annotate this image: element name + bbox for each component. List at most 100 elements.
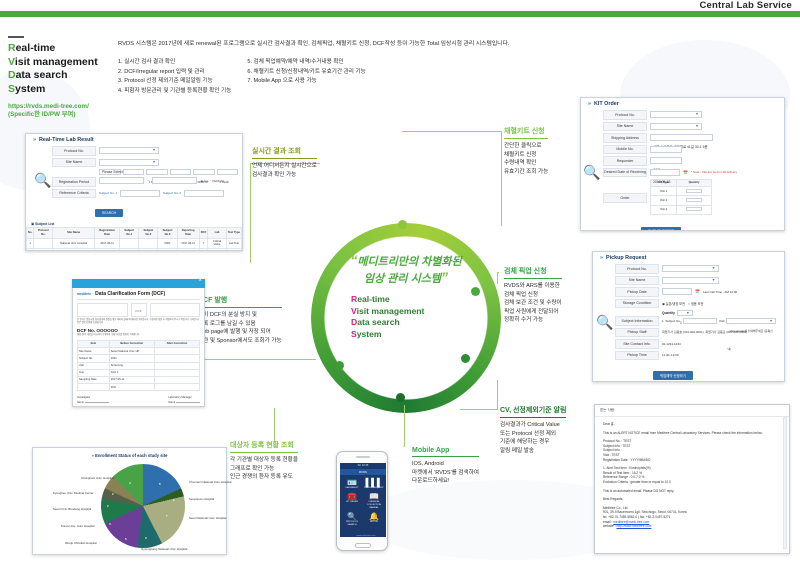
subject-list-text: Subject List <box>35 222 55 226</box>
kit-qty-cell[interactable] <box>676 195 712 206</box>
search-icon: 🔍 <box>347 512 357 521</box>
pie-value: 3 <box>145 536 147 540</box>
pickup-protocol-select[interactable] <box>662 265 719 273</box>
phone-screen[interactable]: SK 10:35 RVDS 🪪 LAB RESULT ▌▌▌ PICKUP REQU… <box>340 463 386 537</box>
storage-radio-2[interactable]: ○ 냉동 보관 <box>688 301 704 306</box>
email-result-line: Exclusion Criteria : greater than or equ… <box>603 479 671 484</box>
period-chip[interactable]: 1 WEEK <box>122 169 144 184</box>
table-row[interactable]: Visit Screening <box>77 361 201 370</box>
enrollment-chart-screenshot[interactable]: Enrollment Status of each study site Cho… <box>32 447 231 555</box>
table-row[interactable]: DCF <box>77 383 201 392</box>
kit-address-input[interactable]: 서울시 서초구 바우뫼로 41길 30-1 5층 <box>650 134 713 149</box>
lab-search-button[interactable]: SEARCH <box>95 209 124 217</box>
lab-field-site[interactable]: Site Name Please Select <box>48 157 242 174</box>
criteria-input-1[interactable] <box>120 189 161 197</box>
dcf-after-input[interactable] <box>153 375 201 385</box>
phone-app-protocol-search[interactable]: 🔍 PROTOCOL SEARCH <box>342 512 362 527</box>
subject-no-input[interactable] <box>682 318 717 324</box>
pickup-field-subject[interactable]: Subject Information Quantity 1 1. Subjec… <box>611 309 780 351</box>
kit-field-address[interactable]: Shipping Address서울시 서초구 바우뫼로 41길 30-1 5층 <box>599 132 780 149</box>
phone-home-button[interactable] <box>355 543 371 548</box>
table-row[interactable]: Visit 3 <box>649 204 712 215</box>
intro-line-1: Real-time <box>8 42 108 56</box>
rvds-url[interactable]: https://rvds.medi-tree.com/ <box>8 103 89 110</box>
pickup-date-input[interactable] <box>662 288 692 296</box>
kit-field-requester[interactable]: RequesterCRC <box>599 155 780 172</box>
pickup-field-storage[interactable]: Storage Condition ◉ 실온/냉장 보관 ○ 냉동 보관 <box>611 298 780 310</box>
kit-order-table[interactable]: KIT Type Quantity Visit 1 Visit 2 Visit … <box>649 178 712 215</box>
dcf-after-input[interactable] <box>153 361 201 370</box>
table-row[interactable]: Visit 1 <box>649 186 712 197</box>
kit-field-site[interactable]: Site Name <box>599 121 780 133</box>
pickup-field-site[interactable]: Site Name <box>611 275 780 287</box>
period-chip[interactable]: 1 YEAR <box>216 169 238 184</box>
kit-protocol-select[interactable] <box>650 111 702 119</box>
dcf-after-input[interactable] <box>153 383 201 392</box>
visit-select[interactable]: Visit sample를 선택해주세요 (중복선택) <box>726 318 776 351</box>
email-website-link[interactable]: http://www.meditree.com <box>616 524 652 529</box>
kit-desired-date-input[interactable]: 2017-05-13 <box>650 168 680 184</box>
period-chip[interactable]: 6 MONTH <box>193 169 215 184</box>
storage-radio-1[interactable]: ◉ 실온/냉장 보관 <box>662 301 686 306</box>
calendar-icon[interactable]: 📅 <box>683 169 688 175</box>
dcf-window-titlebar: × <box>72 279 205 288</box>
pickup-request-screenshot[interactable]: Pickup Request 🔍 Protocol No. Site Name … <box>592 251 785 382</box>
dcf-after-input[interactable] <box>153 347 201 356</box>
period-start-date[interactable] <box>99 177 144 184</box>
dcf-sign-name-line[interactable] <box>84 402 109 404</box>
calendar-icon-pickup[interactable]: 📅 <box>695 289 700 295</box>
pickup-field-label: Pickup Time <box>615 350 659 360</box>
pickup-field-protocol[interactable]: Protocol No. <box>611 263 780 275</box>
phone-app-lab-result[interactable]: 🪪 LAB RESULT <box>342 478 362 490</box>
period-chip[interactable]: 1 MONTH <box>146 169 168 184</box>
table-row[interactable]: Visit 2 <box>649 195 712 206</box>
dcf-after-input[interactable] <box>153 354 201 363</box>
dcf-table[interactable]: Item Before Correction After Correction … <box>77 339 201 392</box>
table-row[interactable]: 1 National Univ. Hospital 2017-05-11 0001 20… <box>26 237 242 250</box>
table-row[interactable]: 2National Univ. Hospital2017-05-10000120… <box>26 248 242 250</box>
central-diagram: “메디트리만의 차별화된 임상 관리 시스템” Real-time Visit … <box>311 220 501 413</box>
kit-field-protocol[interactable]: Protocol No. <box>599 109 780 121</box>
lab-field-criteria[interactable]: Reference Criteria Subject No. 1 Subject… <box>48 188 242 200</box>
email-address-link[interactable]: meditree@medi-tree.com <box>613 519 650 524</box>
dcf-sign-name-line[interactable] <box>176 402 200 404</box>
site-name-select[interactable]: Please Select <box>99 158 159 174</box>
lab-result-table[interactable]: No. Protocol No. Site Name Registration … <box>26 227 242 250</box>
dcf-close-icon[interactable]: × <box>198 279 202 284</box>
phone-app-pickup-request[interactable]: ▌▌▌ PICKUP REQUEST <box>364 478 384 490</box>
phone-app-kit-order[interactable]: 🧰 KIT ORDER <box>342 492 362 510</box>
period-end-date[interactable] <box>152 177 198 184</box>
period-chip[interactable]: 3 MONTH <box>169 169 191 184</box>
phone-app-manual[interactable]: 📖 CHEMICAL COLLECTION MANUAL <box>364 492 384 510</box>
kit-mobile-input[interactable]: 02-1234-5234 <box>650 145 682 161</box>
table-row[interactable]: Subject No. 0001 <box>77 354 201 363</box>
kit-site-select[interactable] <box>650 122 702 130</box>
quantity-select[interactable]: 1 <box>676 310 693 325</box>
lab-field-protocol[interactable]: Protocol No. <box>48 145 242 157</box>
table-row[interactable]: Test GLU 1 <box>77 368 201 377</box>
table-row[interactable]: Sampling Date 2017-05-11 <box>77 375 201 385</box>
phone-app-notice[interactable]: 🔔 NOTICE <box>364 512 384 527</box>
criteria-input-2[interactable] <box>184 189 225 197</box>
pickup-field-label: Site Name <box>615 275 659 285</box>
pickup-site-select[interactable] <box>662 276 719 284</box>
kit-field-date[interactable]: Desired Date of Receiving 2017-05-13 📅 *… <box>599 167 780 184</box>
kit-requester-input[interactable]: CRC <box>650 157 682 172</box>
email-scrollbar[interactable] <box>783 417 787 549</box>
table-row[interactable]: Site Name Seoul National Univ. HP <box>77 347 201 356</box>
kit-qty-cell[interactable] <box>676 186 712 197</box>
period-radio-group[interactable]: ◉ ALL ○ PERIOD <box>200 178 224 183</box>
kit-order-screenshot[interactable]: KIT Order 🔍 Protocol No. Site Name Shipp… <box>580 97 785 231</box>
dcf-screenshot[interactable]: × meditree Data Clarification Form (DCF)… <box>72 279 205 407</box>
pickup-field-date[interactable]: Pickup Date 📅 Last Call Time : AM 10:00 <box>611 286 780 298</box>
dcf-after-input[interactable] <box>153 368 201 377</box>
alert-email-screenshot[interactable]: 받는 사람 Dear 홍, This is an ALERT NOTICE em… <box>594 404 790 554</box>
intro-url-block[interactable]: https://rvds.medi-tree.com/ (Specific한 I… <box>8 103 108 120</box>
leader-mobile <box>404 405 406 447</box>
kit-qty-cell[interactable] <box>676 204 712 215</box>
lab-result-screenshot[interactable]: Real-Time Lab Result 🔍 Protocol No. Site… <box>25 133 243 251</box>
kit-submit-order-button[interactable]: SUBMIT ORDER <box>641 226 681 230</box>
pickup-submit-button[interactable]: 픽업예약 신청하기 <box>653 371 693 380</box>
lab-field-period[interactable]: Registration Period TODAY 1 WEEK 1 MONTH… <box>48 168 242 188</box>
protocol-no-select[interactable] <box>99 147 159 155</box>
